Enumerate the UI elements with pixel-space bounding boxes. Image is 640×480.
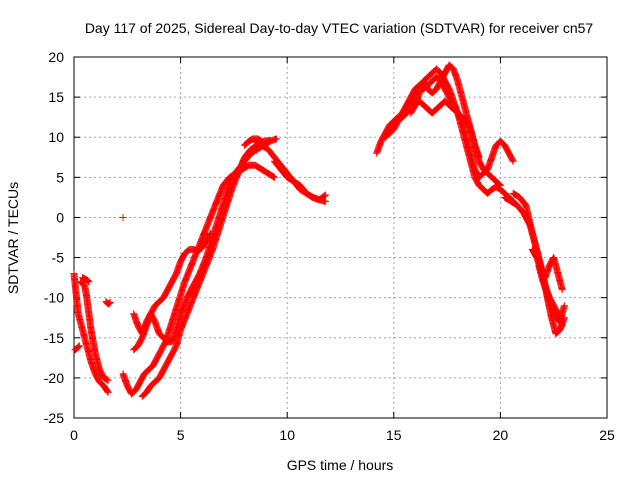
y-tick-label: 10 xyxy=(48,129,64,145)
y-tick-label: -5 xyxy=(52,250,65,266)
trace-marker xyxy=(75,343,83,351)
chart-title: Day 117 of 2025, Sidereal Day-to-day VTE… xyxy=(85,20,594,36)
trace-marker xyxy=(269,173,277,181)
series-track-b4 xyxy=(130,229,214,354)
data-point xyxy=(322,191,330,199)
data-points xyxy=(70,61,568,400)
x-tick-label: 15 xyxy=(386,427,402,443)
x-tick-label: 5 xyxy=(177,427,185,443)
series-track-a5 xyxy=(102,298,114,308)
trace-marker xyxy=(264,138,272,146)
data-point xyxy=(270,173,278,181)
data-point xyxy=(104,376,112,384)
data-point xyxy=(119,213,127,221)
data-point xyxy=(322,197,330,205)
y-tick-label: -20 xyxy=(44,370,64,386)
trace-marker xyxy=(269,172,277,180)
trace-marker xyxy=(307,192,315,200)
x-tick-label: 25 xyxy=(599,427,615,443)
data-point xyxy=(104,388,112,396)
trace-marker xyxy=(105,300,113,308)
series-track-a2 xyxy=(76,278,112,384)
x-axis-label: GPS time / hours xyxy=(287,457,394,473)
data-point xyxy=(560,302,568,310)
trace-marker xyxy=(106,299,114,307)
trace-marker xyxy=(521,200,529,208)
x-tick-label: 20 xyxy=(493,427,509,443)
y-tick-label: -10 xyxy=(44,290,64,306)
series-track-a xyxy=(70,270,112,396)
series-track-e4 xyxy=(535,262,568,326)
trace-marker xyxy=(321,192,329,200)
trace-marker xyxy=(495,180,503,188)
series-track-a3 xyxy=(71,342,83,354)
trace-marker xyxy=(320,192,328,200)
trace-marker xyxy=(243,162,251,170)
trace-marker xyxy=(104,387,112,395)
plot-frame xyxy=(73,56,608,419)
y-tick-label: 20 xyxy=(48,49,64,65)
trace-marker xyxy=(509,156,517,164)
y-tick-label: -25 xyxy=(44,410,64,426)
x-tick-label: 10 xyxy=(279,427,295,443)
x-tick-label: 0 xyxy=(70,427,78,443)
data-point xyxy=(558,322,566,330)
data-point xyxy=(509,157,517,165)
y-tick-label: 15 xyxy=(48,89,64,105)
series-track-c2 xyxy=(270,157,330,204)
data-point xyxy=(106,298,114,306)
y-tick-label: 0 xyxy=(56,209,64,225)
y-tick-label: 5 xyxy=(56,169,64,185)
series-track-a6 xyxy=(119,213,127,221)
data-point xyxy=(206,229,214,237)
data-point xyxy=(496,181,504,189)
y-tick-label: -15 xyxy=(44,330,64,346)
series-track-d3 xyxy=(390,97,504,189)
data-point xyxy=(85,278,93,286)
trace-marker xyxy=(84,277,92,285)
data-point xyxy=(558,286,566,294)
trace-marker xyxy=(84,277,92,285)
data-point xyxy=(475,153,483,161)
series-track-d4 xyxy=(407,61,483,161)
gridlines xyxy=(74,57,607,418)
x-tick-labels: 0 5 10 15 20 25 xyxy=(70,427,615,443)
data-point xyxy=(258,137,266,145)
data-point xyxy=(75,342,83,350)
y-tick-labels: -25 -20 -15 -10 -5 0 5 10 15 20 xyxy=(44,49,64,426)
series-track-c3 xyxy=(241,135,266,149)
data-point xyxy=(273,135,281,143)
series-track-a4 xyxy=(79,274,93,286)
tick-marks xyxy=(73,56,608,419)
trace-marker xyxy=(206,230,214,238)
trace-marker xyxy=(74,343,82,351)
trace-marker xyxy=(496,181,504,189)
y-axis-label: SDTVAR / TECUs xyxy=(5,182,21,294)
